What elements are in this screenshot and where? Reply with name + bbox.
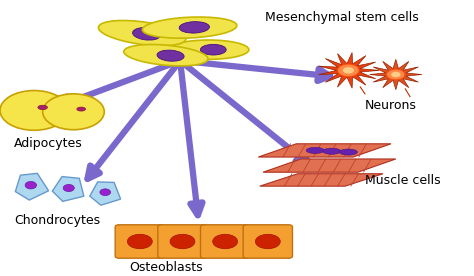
Ellipse shape	[100, 189, 110, 196]
Ellipse shape	[179, 22, 210, 33]
Ellipse shape	[77, 107, 85, 111]
Ellipse shape	[124, 44, 208, 66]
Ellipse shape	[38, 105, 47, 110]
Ellipse shape	[157, 50, 184, 61]
FancyBboxPatch shape	[201, 225, 250, 258]
FancyBboxPatch shape	[243, 225, 292, 258]
Circle shape	[337, 64, 359, 77]
Ellipse shape	[339, 149, 357, 155]
Circle shape	[170, 234, 195, 249]
Circle shape	[128, 234, 152, 249]
Circle shape	[43, 94, 104, 130]
Circle shape	[391, 72, 401, 77]
FancyBboxPatch shape	[158, 225, 207, 258]
Ellipse shape	[323, 148, 341, 154]
Ellipse shape	[99, 20, 186, 46]
Ellipse shape	[63, 184, 74, 192]
Circle shape	[213, 234, 237, 249]
Polygon shape	[258, 144, 391, 157]
Ellipse shape	[168, 40, 249, 59]
Circle shape	[343, 67, 354, 74]
Ellipse shape	[201, 44, 226, 55]
Text: Mesenchymal stem cells: Mesenchymal stem cells	[265, 11, 419, 24]
Text: Chondrocytes: Chondrocytes	[14, 214, 100, 227]
Ellipse shape	[133, 28, 161, 40]
Polygon shape	[52, 177, 84, 201]
Polygon shape	[90, 182, 120, 205]
Text: Adipocytes: Adipocytes	[14, 137, 83, 150]
FancyBboxPatch shape	[115, 225, 164, 258]
Text: Muscle cells: Muscle cells	[365, 174, 441, 187]
Circle shape	[387, 69, 405, 80]
Text: Neurons: Neurons	[365, 99, 417, 112]
Polygon shape	[319, 52, 379, 88]
Polygon shape	[370, 59, 422, 90]
Ellipse shape	[142, 17, 237, 38]
Circle shape	[0, 91, 68, 130]
Circle shape	[255, 234, 280, 249]
Ellipse shape	[306, 147, 324, 153]
Ellipse shape	[25, 182, 36, 189]
Polygon shape	[260, 174, 383, 186]
Text: Osteoblasts: Osteoblasts	[129, 261, 203, 274]
Polygon shape	[15, 173, 49, 200]
Polygon shape	[263, 159, 396, 172]
